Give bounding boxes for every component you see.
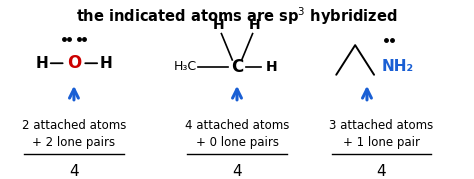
Text: H: H (265, 60, 277, 74)
Text: C: C (231, 57, 243, 76)
Text: + 2 lone pairs: + 2 lone pairs (32, 136, 116, 149)
Text: H: H (249, 18, 261, 32)
Text: 4 attached atoms: 4 attached atoms (185, 119, 289, 132)
Text: H: H (213, 18, 225, 32)
Text: the indicated atoms are sp$^3$ hybridized: the indicated atoms are sp$^3$ hybridize… (76, 6, 398, 27)
Text: 4: 4 (69, 164, 79, 179)
Text: H: H (36, 56, 49, 71)
Text: H: H (99, 56, 112, 71)
Text: 4: 4 (376, 164, 386, 179)
Text: + 1 lone pair: + 1 lone pair (343, 136, 419, 149)
Text: H₃C: H₃C (173, 60, 197, 73)
Text: + 0 lone pairs: + 0 lone pairs (195, 136, 279, 149)
Text: 3 attached atoms: 3 attached atoms (329, 119, 433, 132)
Text: 2 attached atoms: 2 attached atoms (22, 119, 126, 132)
Text: O: O (67, 54, 81, 72)
Text: NH₂: NH₂ (382, 59, 414, 74)
Text: 4: 4 (232, 164, 242, 179)
